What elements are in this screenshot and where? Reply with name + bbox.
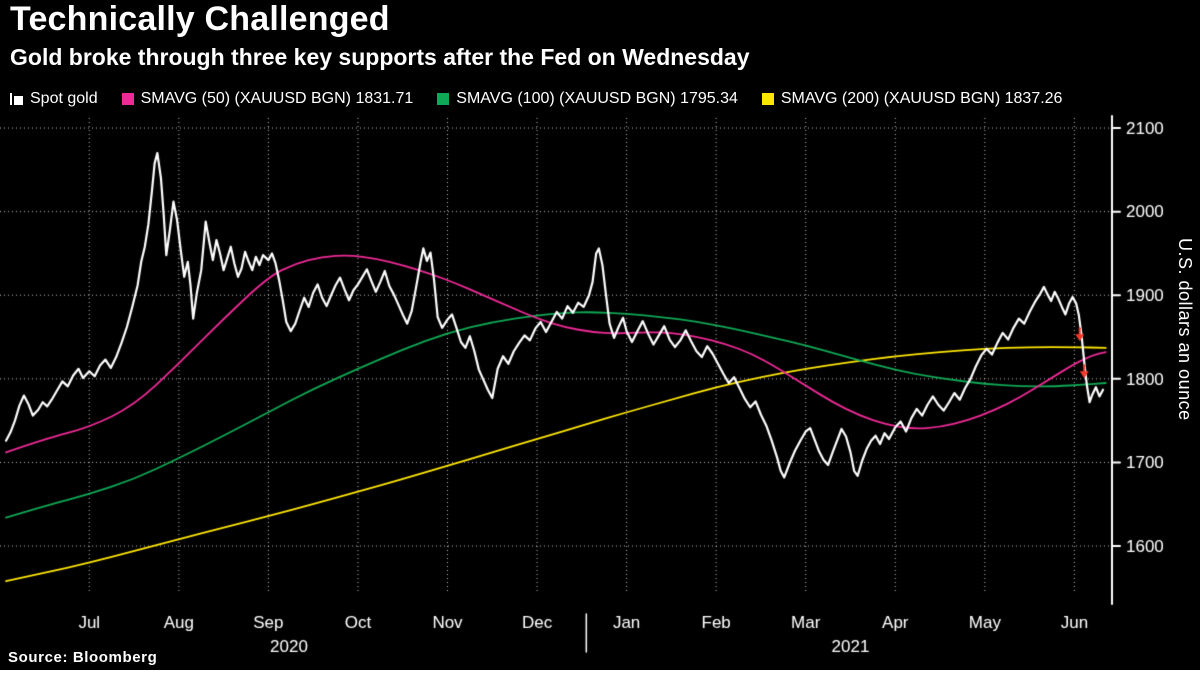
smavg-100-swatch-icon: [437, 93, 450, 105]
price-chart-canvas: [0, 112, 1200, 660]
source-attribution: Source: Bloomberg: [8, 649, 158, 666]
legend-item-smavg-50: SMAVG (50) (XAUUSD BGN) 1831.71: [121, 90, 414, 108]
legend-item-spot-gold: Spot gold: [10, 90, 98, 108]
legend-item-smavg-200: SMAVG (200) (XAUUSD BGN) 1837.26: [761, 90, 1063, 108]
legend-item-smavg-100: SMAVG (100) (XAUUSD BGN) 1795.34: [437, 90, 738, 108]
chart-legend: Spot gold SMAVG (50) (XAUUSD BGN) 1831.7…: [10, 90, 1062, 108]
chart-title: Technically Challenged: [10, 0, 390, 38]
legend-label-smavg-200: SMAVG (200) (XAUUSD BGN) 1837.26: [780, 90, 1063, 107]
chart-subtitle: Gold broke through three key supports af…: [10, 44, 750, 70]
bottom-divider-bar: [0, 670, 1200, 675]
legend-label-spot-gold: Spot gold: [30, 90, 98, 107]
spot-gold-marker-icon: [10, 93, 23, 105]
y-axis-label: U.S. dollars an ounce: [1175, 238, 1195, 421]
smavg-200-swatch-icon: [761, 93, 774, 105]
legend-label-smavg-100: SMAVG (100) (XAUUSD BGN) 1795.34: [456, 90, 738, 107]
legend-label-smavg-50: SMAVG (50) (XAUUSD BGN) 1831.71: [140, 90, 414, 107]
smavg-50-swatch-icon: [121, 93, 134, 105]
